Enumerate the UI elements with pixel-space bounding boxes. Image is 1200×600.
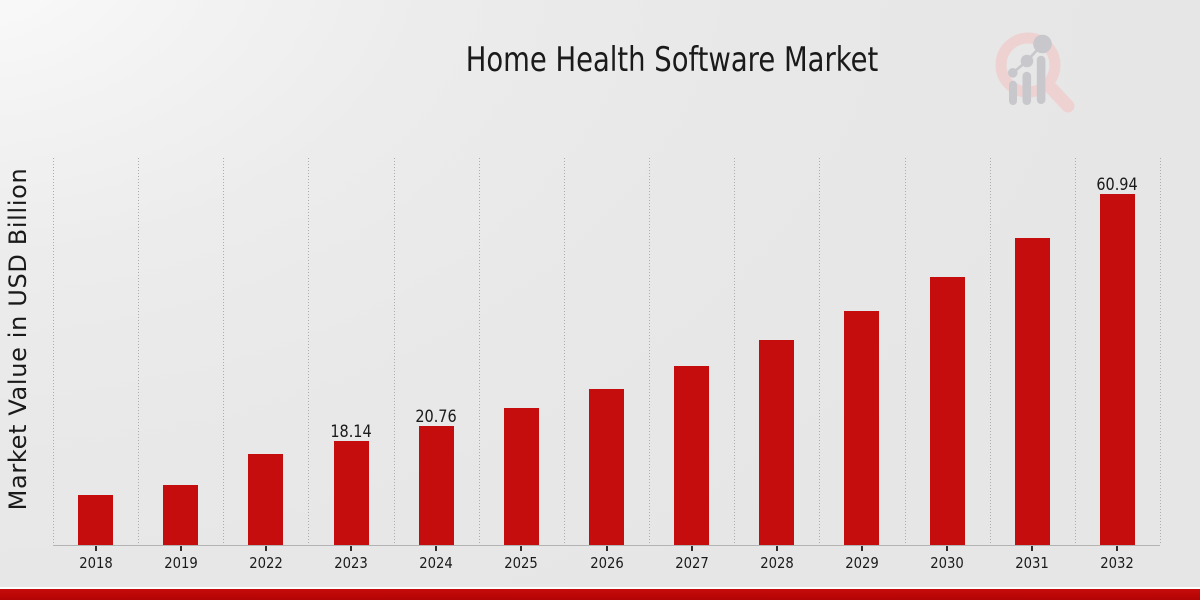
x-tick-mark <box>435 546 438 551</box>
gridline <box>563 158 565 545</box>
bar-2027 <box>674 366 710 545</box>
value-label-2023: 18.14 <box>330 421 372 442</box>
trend-dot-medium-icon <box>1020 54 1034 68</box>
x-tick-mark <box>775 546 778 551</box>
footer-red-band <box>0 588 1200 600</box>
x-tick-label-2028: 2028 <box>759 553 794 572</box>
bar-2030 <box>929 277 965 545</box>
x-tick-label-2027: 2027 <box>674 553 709 572</box>
x-tick-mark <box>860 546 863 551</box>
trend-dot-large-icon <box>1033 34 1052 54</box>
gridline <box>1074 158 1076 545</box>
logo-bar-small-icon <box>1009 80 1017 105</box>
bar-2029 <box>844 310 880 545</box>
bar-2024 <box>418 425 454 545</box>
y-axis-label: Market Value in USD Billion <box>4 167 32 511</box>
bar-2028 <box>759 340 795 545</box>
x-tick-mark <box>605 546 608 551</box>
magnifier-handle-icon <box>1045 82 1075 113</box>
gridline <box>1160 158 1161 545</box>
x-tick-label-2018: 2018 <box>78 553 113 572</box>
trend-dot-small-icon <box>1008 68 1018 78</box>
bar-2025 <box>503 408 539 545</box>
gridline <box>819 158 821 545</box>
gridline <box>308 158 310 545</box>
bar-2032 <box>1099 194 1135 545</box>
x-axis-line <box>53 545 1160 546</box>
gridline <box>393 158 395 545</box>
gridline <box>138 158 140 545</box>
x-tick-label-2022: 2022 <box>249 553 283 572</box>
plot-area <box>53 158 1161 546</box>
x-tick-mark <box>946 546 949 551</box>
x-tick-mark <box>520 546 523 551</box>
value-label-2024: 20.76 <box>415 406 457 427</box>
gridline <box>989 158 991 545</box>
x-tick-label-2024: 2024 <box>419 553 453 572</box>
brand-logo-magnifier-chart-icon <box>995 32 1075 113</box>
x-tick-mark <box>1116 546 1119 551</box>
x-tick-mark <box>264 546 267 551</box>
x-tick-label-2029: 2029 <box>845 553 879 572</box>
x-tick-mark <box>690 546 693 551</box>
x-tick-label-2026: 2026 <box>589 553 624 572</box>
x-tick-label-2023: 2023 <box>334 553 368 572</box>
gridline <box>904 158 906 545</box>
x-tick-label-2030: 2030 <box>930 553 964 572</box>
x-tick-mark <box>94 546 97 551</box>
x-tick-mark <box>179 546 182 551</box>
bar-2022 <box>248 453 284 545</box>
x-tick-label-2032: 2032 <box>1100 553 1135 572</box>
x-tick-label-2031: 2031 <box>1015 553 1050 572</box>
x-tick-label-2019: 2019 <box>163 553 198 572</box>
bar-2031 <box>1014 238 1050 545</box>
value-label-2032: 60.94 <box>1096 175 1139 196</box>
gridline <box>53 158 54 545</box>
gridline <box>478 158 480 545</box>
gridline <box>734 158 736 545</box>
x-tick-mark <box>350 546 353 551</box>
gridline <box>223 158 225 545</box>
x-tick-mark <box>1031 546 1034 551</box>
x-tick-label-2025: 2025 <box>504 553 539 572</box>
bar-2018 <box>78 494 114 545</box>
bar-2026 <box>589 388 624 545</box>
bar-2019 <box>163 484 199 545</box>
footer-divider-line <box>0 587 1200 589</box>
chart-title: Home Health Software Market <box>465 40 879 80</box>
logo-bar-large-icon <box>1036 55 1046 104</box>
logo-bar-medium-icon <box>1022 71 1032 105</box>
bar-2023 <box>333 440 369 545</box>
gridline <box>649 158 651 545</box>
